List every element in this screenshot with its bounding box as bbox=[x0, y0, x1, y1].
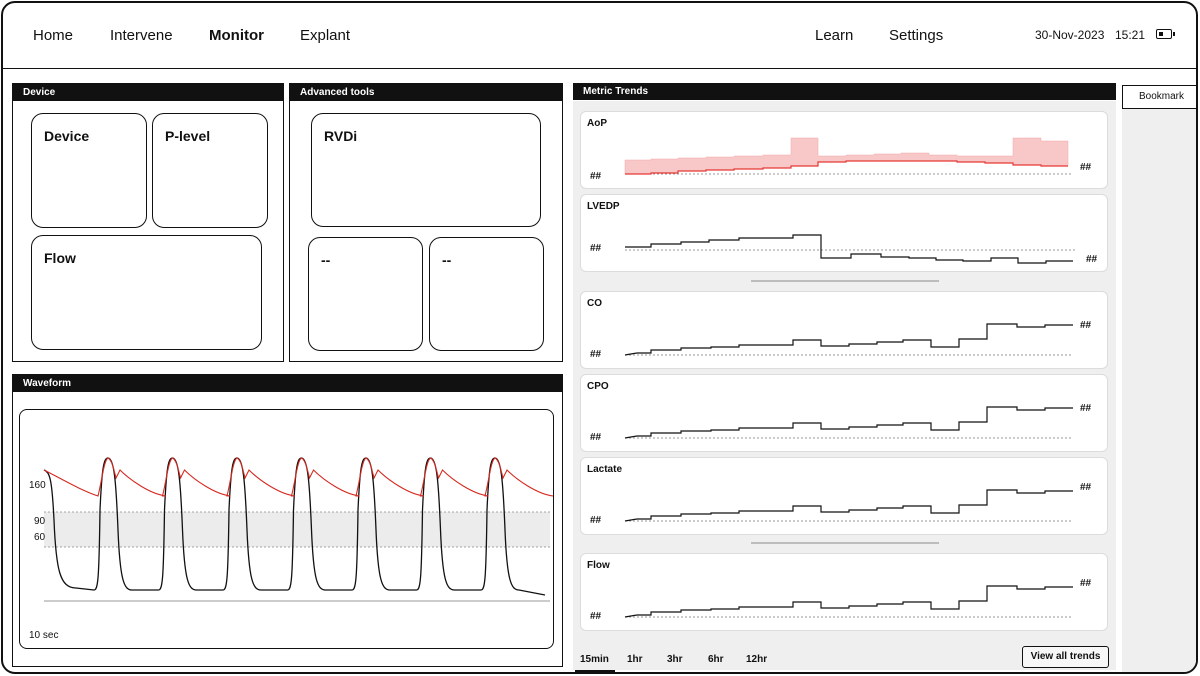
bookmark-sidebar bbox=[1122, 85, 1196, 672]
trend-group-divider-2 bbox=[751, 542, 939, 544]
empty-tile-1-label: -- bbox=[321, 252, 331, 268]
range-tab-6hr[interactable]: 6hr bbox=[708, 654, 724, 665]
co-current-value: ## bbox=[1080, 320, 1092, 331]
lv-waveform-trace bbox=[43, 457, 546, 596]
y-label-160: 160 bbox=[29, 480, 46, 491]
pressure-waveform-trace bbox=[43, 457, 554, 497]
trend-chart-lvedp bbox=[625, 234, 1076, 264]
lactate-min-value: ## bbox=[590, 515, 602, 526]
trend-chart-co bbox=[624, 323, 1073, 356]
y-label-60: 60 bbox=[34, 532, 46, 543]
aop-current-value: ## bbox=[1080, 162, 1092, 173]
trend-title-co: CO bbox=[587, 298, 602, 309]
device-panel: Device Device P-level Flow bbox=[12, 83, 284, 362]
waveform-svg bbox=[43, 457, 554, 602]
nav-home[interactable]: Home bbox=[33, 27, 74, 44]
range-tab-12hr[interactable]: 12hr bbox=[746, 654, 768, 665]
waveform-panel: Waveform 160 90 60 10 sec bbox=[12, 374, 563, 667]
nav-explant[interactable]: Explant bbox=[300, 27, 351, 44]
trend-card-aop[interactable]: AoP ## ## bbox=[580, 111, 1108, 189]
trend-card-lvedp[interactable]: LVEDP ## ## bbox=[580, 194, 1108, 272]
view-all-trends-button[interactable]: View all trends bbox=[1022, 646, 1109, 668]
advanced-tools-title: Advanced tools bbox=[290, 84, 562, 101]
advanced-tools-panel: Advanced tools RVDi -- -- bbox=[289, 83, 563, 362]
waveform-title: Waveform bbox=[13, 375, 562, 392]
nav-learn[interactable]: Learn bbox=[815, 27, 854, 44]
date-display: 30-Nov-2023 bbox=[1035, 28, 1105, 42]
trend-title-flow: Flow bbox=[587, 560, 610, 571]
rvdi-tile[interactable]: RVDi bbox=[311, 113, 541, 227]
lactate-current-value: ## bbox=[1080, 482, 1092, 493]
trend-title-lactate: Lactate bbox=[587, 464, 623, 475]
trend-card-co[interactable]: CO ## ## bbox=[580, 291, 1108, 369]
nav-settings[interactable]: Settings bbox=[889, 27, 944, 44]
cpo-current-value: ## bbox=[1080, 403, 1092, 414]
flow-current-value: ## bbox=[1080, 578, 1092, 589]
active-range-indicator bbox=[575, 670, 615, 672]
range-tab-3hr[interactable]: 3hr bbox=[667, 654, 683, 665]
bookmark-button[interactable]: Bookmark bbox=[1122, 85, 1196, 109]
rvdi-tile-label: RVDi bbox=[324, 128, 358, 144]
trend-title-lvedp: LVEDP bbox=[587, 201, 620, 212]
trend-card-lactate[interactable]: Lactate ## ## bbox=[580, 457, 1108, 535]
lvedp-current-value: ## bbox=[1086, 254, 1098, 265]
trend-group-divider-1 bbox=[751, 280, 939, 282]
time-display: 15:21 bbox=[1115, 28, 1146, 42]
trend-chart-flow bbox=[624, 585, 1073, 618]
empty-tile-2-label: -- bbox=[442, 252, 452, 268]
nav-monitor[interactable]: Monitor bbox=[209, 27, 264, 44]
device-tile[interactable]: Device bbox=[31, 113, 147, 228]
flow-min-value: ## bbox=[590, 611, 602, 622]
cpo-min-value: ## bbox=[590, 432, 602, 443]
lvedp-min-value: ## bbox=[590, 243, 602, 254]
trend-chart-aop bbox=[624, 137, 1071, 175]
trend-chart-lactate bbox=[624, 489, 1073, 522]
p-level-tile[interactable]: P-level bbox=[152, 113, 268, 228]
trend-card-cpo[interactable]: CPO ## ## bbox=[580, 374, 1108, 452]
target-band bbox=[44, 512, 550, 547]
empty-tile-2[interactable]: -- bbox=[429, 237, 544, 351]
co-min-value: ## bbox=[590, 349, 602, 360]
trend-title-cpo: CPO bbox=[587, 381, 609, 392]
top-nav: Home Intervene Monitor Explant Learn Set… bbox=[3, 3, 1196, 69]
nav-intervene[interactable]: Intervene bbox=[110, 27, 173, 44]
time-scale-label: 10 sec bbox=[29, 630, 59, 641]
flow-tile-label: Flow bbox=[44, 250, 76, 266]
range-tab-1hr[interactable]: 1hr bbox=[627, 654, 643, 665]
trend-chart-cpo bbox=[624, 406, 1073, 439]
device-panel-title: Device bbox=[13, 84, 283, 101]
waveform-chart: 160 90 60 10 sec bbox=[19, 409, 554, 649]
battery-low-icon bbox=[1156, 29, 1175, 39]
trend-title-aop: AoP bbox=[587, 118, 607, 129]
device-tile-label: Device bbox=[44, 128, 90, 144]
metric-trends-header: Metric Trends bbox=[573, 83, 1116, 101]
metric-trends-title: Metric Trends bbox=[573, 83, 1116, 100]
p-level-tile-label: P-level bbox=[165, 128, 211, 144]
range-tab-15min[interactable]: 15min bbox=[580, 654, 609, 665]
trend-card-flow[interactable]: Flow ## ## bbox=[580, 553, 1108, 631]
empty-tile-1[interactable]: -- bbox=[308, 237, 423, 351]
y-label-90: 90 bbox=[34, 516, 46, 527]
aop-min-value: ## bbox=[590, 171, 602, 182]
flow-tile[interactable]: Flow bbox=[31, 235, 262, 350]
